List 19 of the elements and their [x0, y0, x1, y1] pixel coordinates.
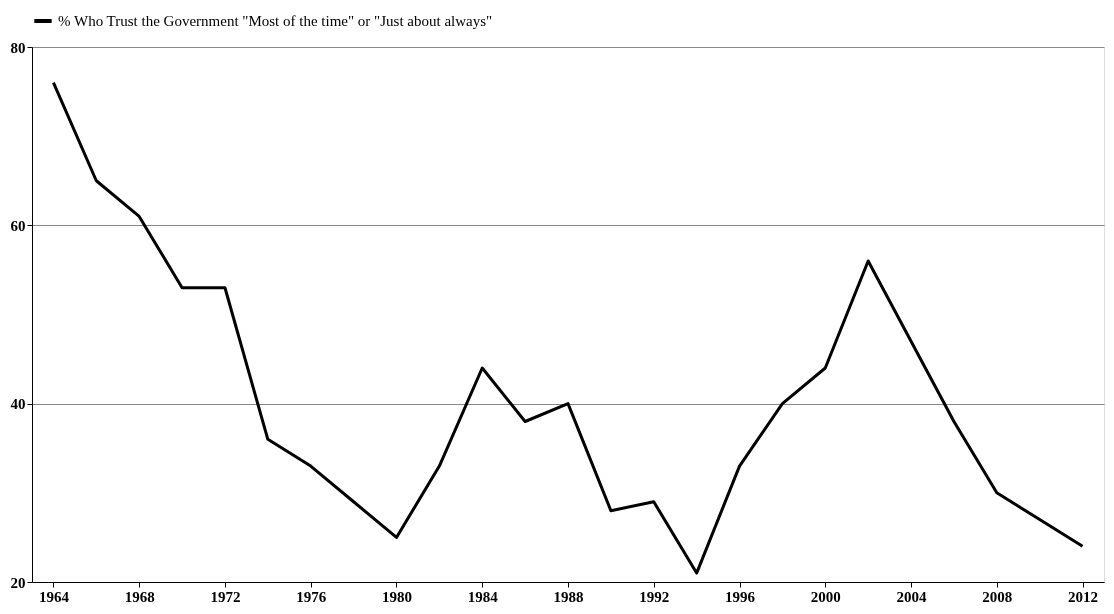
y-tick-label: 40	[10, 396, 26, 413]
x-tick-label: 1996	[725, 588, 756, 605]
x-tick-label: 1976	[296, 588, 327, 605]
x-tick-label: 2004	[896, 588, 928, 605]
x-tick-label: 1992	[639, 588, 670, 605]
x-tick-label: 1980	[381, 588, 412, 605]
y-tick-label: 20	[10, 574, 26, 591]
x-tick-label: 1972	[210, 588, 241, 605]
x-tick-label: 1968	[124, 588, 155, 605]
y-tick-label: 80	[10, 39, 26, 56]
x-tick-label: 2000	[810, 588, 841, 605]
y-tick-label: 60	[10, 217, 26, 234]
x-tick-label: 1984	[467, 588, 499, 605]
legend-label: % Who Trust the Government "Most of the time" or "Just about always"	[58, 13, 493, 29]
x-tick-label: 1964	[38, 588, 70, 605]
line-series	[51, 81, 1085, 575]
x-tick-label: 2008	[982, 588, 1013, 605]
x-tick-label: 1988	[553, 588, 584, 605]
x-tick-label: 2012	[1068, 588, 1099, 605]
